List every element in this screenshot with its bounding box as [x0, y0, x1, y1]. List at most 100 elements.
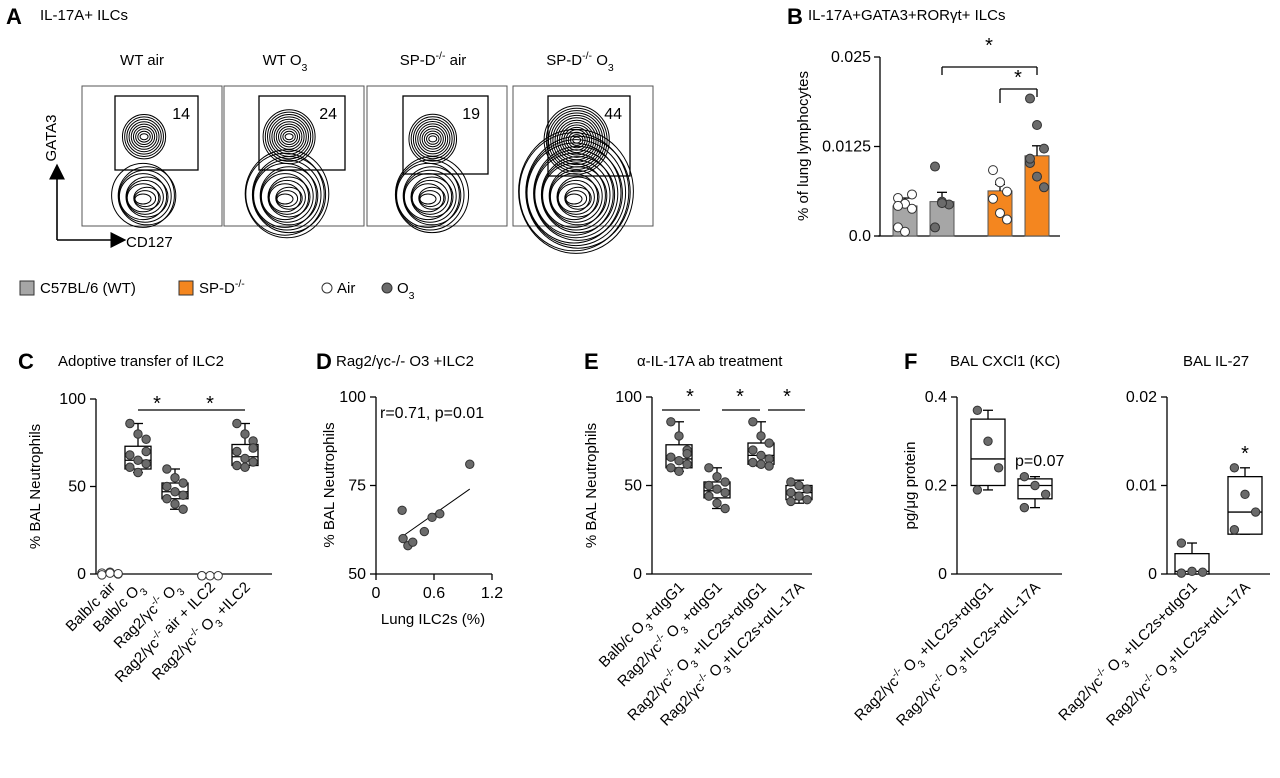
data-point [170, 473, 180, 483]
panel-e-letter: E [584, 349, 599, 374]
data-point [674, 431, 684, 441]
contour-line [134, 193, 152, 205]
data-point [170, 487, 180, 497]
legend-o3-label: O3 [397, 280, 415, 302]
data-point [907, 189, 917, 200]
contour-line [126, 179, 164, 215]
data-point [1032, 120, 1042, 131]
panel-a-condition-label: SP-D-/- air [400, 50, 467, 69]
contour-line [117, 166, 177, 226]
panel-b-bar-chart: 0.0 0.0125 0.025 % of lung lymphocytes * * [795, 35, 1060, 245]
data-point [1187, 566, 1197, 577]
data-point [682, 448, 692, 459]
contour-line [275, 123, 303, 150]
contour-line [423, 130, 442, 148]
y-tick-label: 0 [1148, 566, 1157, 583]
significance-marker: * [736, 386, 744, 408]
panel-f-title-2: BAL IL-27 [1183, 353, 1250, 370]
contour-line [564, 186, 592, 210]
data-point [937, 198, 947, 209]
y-tick-label: 0.0125 [822, 139, 871, 156]
contour-line [137, 130, 151, 143]
legend-o3-marker [381, 282, 393, 294]
data-point [1176, 538, 1187, 548]
contour-line [271, 118, 307, 155]
data-point [704, 463, 714, 473]
contour-line [395, 159, 465, 231]
data-point [802, 494, 812, 505]
data-point [125, 418, 135, 429]
data-point [682, 459, 692, 469]
data-point [232, 460, 242, 471]
data-point [712, 498, 722, 508]
data-point [748, 417, 758, 427]
legend-wt-label: C57BL/6 (WT) [40, 280, 136, 297]
y-tick-label: 50 [348, 566, 366, 583]
data-point [205, 571, 215, 581]
data-point [178, 478, 188, 488]
contour-line [402, 166, 462, 226]
contour-line [418, 190, 442, 208]
significance-marker: * [783, 386, 791, 408]
x-axis-label: Lung ILC2s (%) [381, 611, 485, 628]
data-point [398, 533, 408, 544]
data-point [1240, 489, 1250, 500]
data-point [1019, 471, 1030, 482]
panel-b-title: IL-17A+GATA3+RORγt+ ILCs [808, 7, 1006, 24]
contour-line [561, 124, 593, 156]
data-point [756, 431, 766, 441]
legend-air-label: Air [337, 280, 355, 297]
contour-line [410, 176, 454, 218]
y-tick-label: 0.025 [831, 49, 871, 66]
contour-line [565, 129, 588, 151]
data-point [704, 491, 714, 501]
data-point [907, 203, 917, 214]
contour-line [267, 176, 311, 218]
contour-line [411, 183, 445, 213]
data-point [786, 477, 796, 487]
data-point [704, 480, 714, 491]
data-point [1176, 568, 1187, 578]
data-point [162, 481, 172, 492]
panel-a-condition-label: WT O3 [263, 52, 308, 74]
correlation-annotation: r=0.71, p=0.01 [380, 405, 484, 422]
data-point [1032, 171, 1042, 182]
panel-f-letter: F [904, 349, 918, 374]
data-point [232, 446, 242, 457]
data-point [125, 450, 135, 460]
contour-line [273, 121, 305, 153]
contour-line [525, 135, 631, 249]
data-point [764, 438, 774, 448]
contour-line [421, 128, 444, 150]
data-point [178, 490, 188, 500]
contour-line [124, 116, 164, 157]
gate-value: 19 [462, 106, 480, 123]
contour-line [419, 193, 437, 205]
data-point [213, 571, 223, 581]
data-point [666, 452, 676, 462]
data-point [802, 484, 812, 494]
data-point [125, 462, 135, 472]
data-point [666, 463, 676, 473]
contour-line [126, 183, 160, 213]
contour-line [275, 186, 303, 210]
data-point [748, 457, 758, 468]
contour-line [262, 109, 316, 165]
contour-line [556, 176, 600, 218]
contour-line [139, 133, 149, 141]
legend-wt-swatch [19, 280, 35, 296]
y-tick-label: 0.01 [1126, 478, 1157, 495]
data-point [988, 193, 998, 204]
x-tick-label: 1.2 [481, 585, 503, 602]
data-point [248, 443, 258, 453]
contour-line [133, 190, 157, 208]
flow-plot-frame [81, 85, 223, 227]
data-point [419, 526, 430, 537]
gate-value: 14 [172, 106, 190, 123]
data-point [1229, 463, 1240, 473]
significance-marker: * [1014, 67, 1022, 89]
legend-spd-swatch [178, 280, 194, 296]
contour-line [132, 126, 156, 148]
